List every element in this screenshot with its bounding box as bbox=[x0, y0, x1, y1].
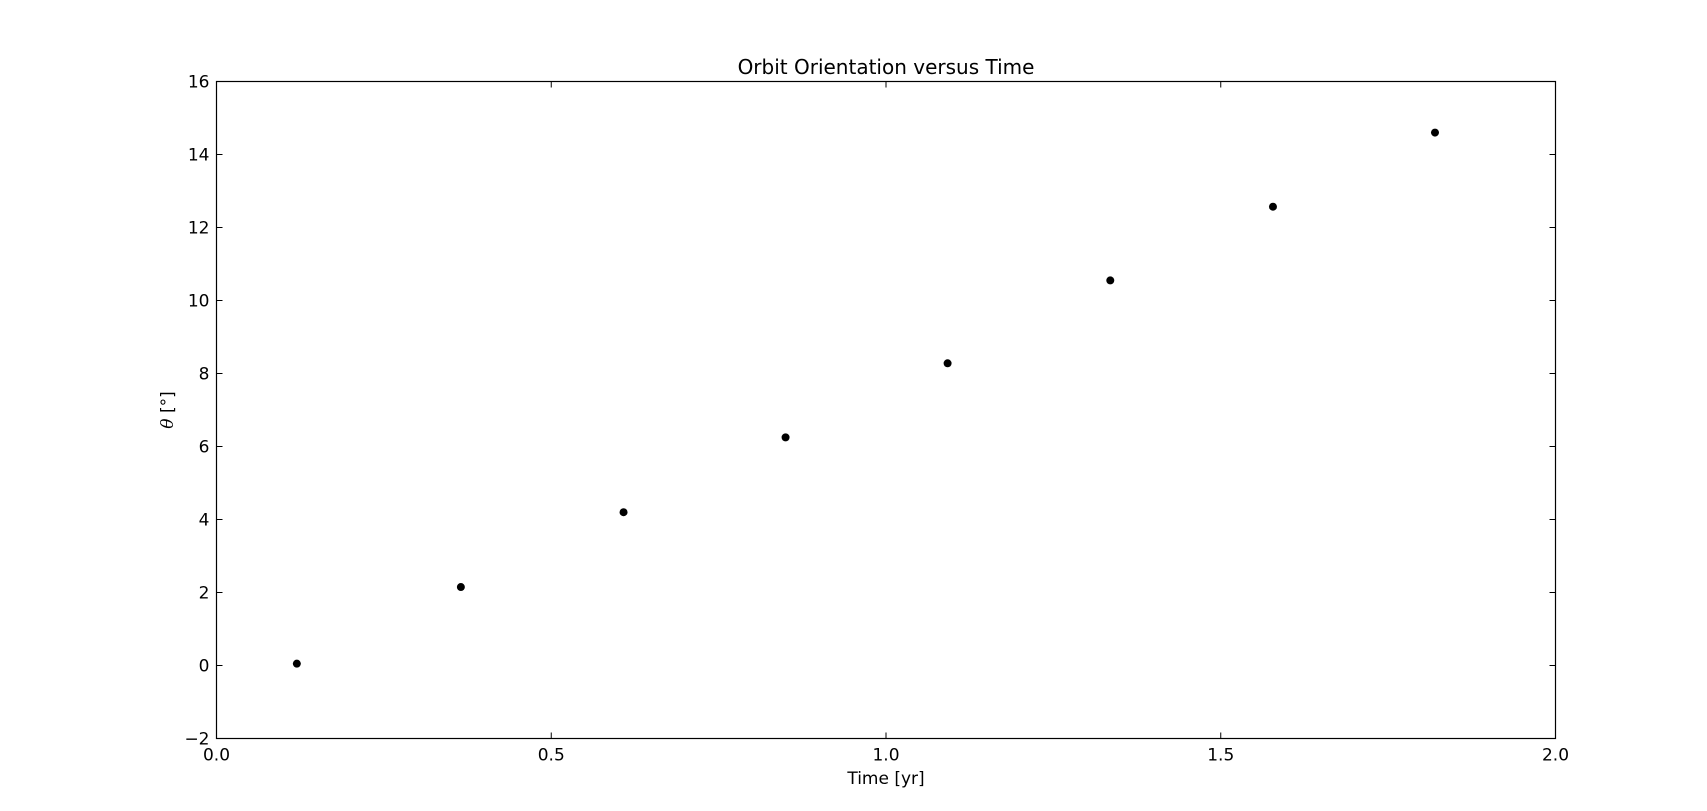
data-point bbox=[1106, 276, 1115, 285]
x-tick-label: 0.0 bbox=[203, 746, 230, 766]
y-tick-label: 14 bbox=[188, 146, 210, 166]
data-point bbox=[1430, 128, 1439, 137]
data-point bbox=[456, 583, 465, 592]
x-axis-label: Time [yr] bbox=[846, 769, 924, 789]
ticks-layer: 0.0 0.5 1.0 1.5 2.0 −2 0 2 4 6 8 10 12 14 16 bbox=[184, 73, 1569, 766]
y-tick-label: 0 bbox=[199, 657, 210, 677]
y-tick-label: 16 bbox=[188, 73, 210, 93]
data-point bbox=[781, 433, 790, 442]
y-tick-label: −2 bbox=[184, 730, 209, 750]
y-tick-label: 12 bbox=[188, 219, 210, 239]
x-tick-label: 2.0 bbox=[1542, 746, 1569, 766]
plot-frame bbox=[215, 80, 1557, 740]
chart-title: Orbit Orientation versus Time bbox=[738, 55, 1035, 79]
y-axis-label-unit: [°] bbox=[158, 391, 178, 413]
x-tick-label: 1.0 bbox=[872, 746, 899, 766]
points-layer bbox=[292, 128, 1439, 668]
y-tick-label: 2 bbox=[199, 584, 210, 604]
x-tick-label: 0.5 bbox=[538, 746, 565, 766]
data-point bbox=[292, 659, 301, 668]
y-tick-label: 4 bbox=[199, 511, 210, 531]
data-point bbox=[619, 508, 628, 517]
data-point bbox=[943, 359, 952, 368]
y-axis-label: θ [°] bbox=[158, 391, 178, 428]
data-point bbox=[1268, 202, 1277, 211]
y-tick-label: 10 bbox=[188, 292, 210, 312]
x-tick-label: 1.5 bbox=[1207, 746, 1234, 766]
y-tick-label: 8 bbox=[199, 365, 210, 385]
y-tick-label: 6 bbox=[199, 438, 210, 458]
y-axis-label-symbol: θ bbox=[158, 418, 178, 428]
